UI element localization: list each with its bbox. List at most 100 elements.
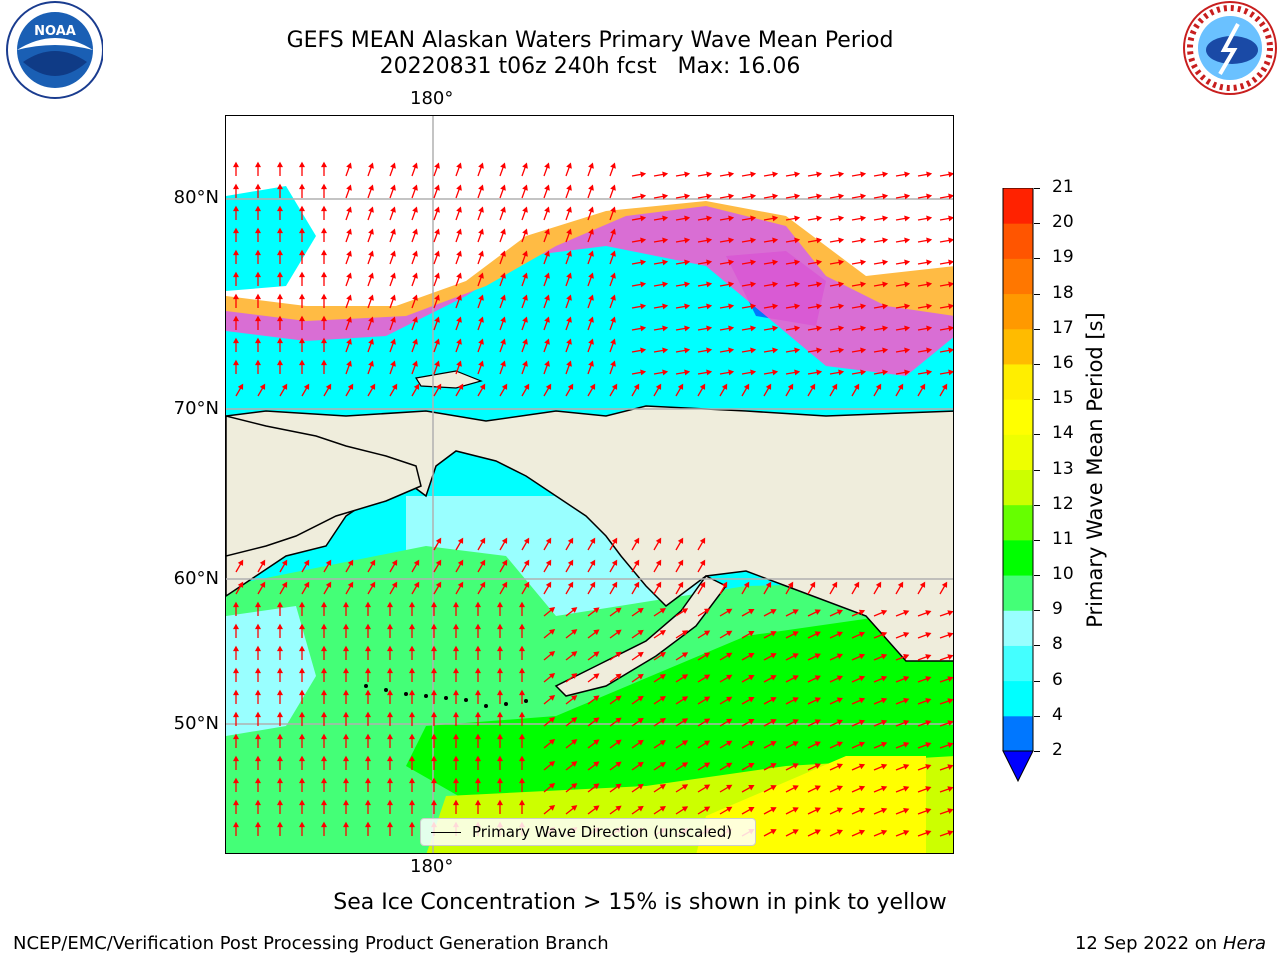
wave-arrow-head [522, 360, 528, 367]
wave-arrow-head [232, 161, 240, 168]
wave-arrow-head [232, 689, 240, 696]
wave-arrow-head [391, 581, 398, 588]
wave-arrow-head [342, 623, 350, 630]
wave-arrow-head [904, 281, 911, 288]
wave-arrow-head [548, 804, 556, 811]
wave-arrow-head [254, 183, 262, 190]
wave-arrow-head [926, 303, 933, 310]
wave-arrow-head [320, 227, 328, 234]
wave-arrow-head [544, 294, 550, 301]
wave-arrow-head [858, 719, 866, 726]
wave-arrow-head [408, 711, 416, 718]
wave-arrow-head [794, 369, 801, 376]
wave-arrow-head [748, 696, 755, 703]
wave-arrow-head [748, 784, 755, 791]
wave-arrow-head [430, 711, 438, 718]
wave-arrow-head [858, 609, 866, 616]
wave-arrow-head [276, 205, 284, 212]
wave-arrow-head [750, 281, 757, 288]
wave-arrow-head [941, 581, 948, 588]
wave-arrow-head [232, 821, 240, 828]
wave-arrow-head [750, 303, 757, 310]
wave-arrow-head [457, 537, 464, 544]
wave-arrow-head [320, 711, 328, 718]
wave-arrow-head [816, 281, 823, 288]
wave-arrow-head [814, 829, 821, 835]
wave-arrow-head [548, 716, 556, 723]
wave-arrow-head [948, 193, 953, 200]
wave-arrow-head [703, 806, 711, 812]
wave-arrow-head [743, 383, 750, 390]
wave-arrow-head [325, 559, 332, 566]
wave-arrow-head [925, 698, 932, 704]
wave-arrow-head [232, 601, 240, 608]
colorbar-tick-label: 17 [1052, 317, 1074, 338]
wave-arrow-head [298, 645, 306, 652]
wave-arrow-head [721, 383, 728, 390]
wave-arrow-head [298, 601, 306, 608]
wave-arrow-head [544, 360, 550, 367]
wave-arrow-head [276, 799, 284, 806]
wave-arrow-head [496, 755, 504, 762]
wave-arrow-head [500, 184, 506, 191]
wave-arrow-head [479, 537, 486, 544]
wave-arrow-head [792, 807, 799, 813]
wave-arrow-head [772, 259, 779, 266]
wave-arrow-head [882, 193, 889, 200]
wave-arrow-head [765, 581, 772, 588]
wave-arrow-head [947, 786, 953, 792]
wave-arrow-head [659, 652, 666, 658]
wave-arrow-head [522, 316, 528, 323]
wave-arrow-head [368, 184, 374, 191]
legend-label: Primary Wave Direction (unscaled) [472, 823, 733, 841]
wave-arrow-head [452, 601, 460, 608]
wave-arrow-head [838, 193, 845, 200]
wave-arrow-head [298, 183, 306, 190]
wave-arrow-head [500, 272, 506, 279]
wave-arrow-head [726, 740, 733, 747]
wave-arrow-head [640, 259, 647, 266]
wave-arrow-head [765, 383, 772, 390]
wave-arrow-head [408, 777, 416, 784]
wave-arrow-head [408, 601, 416, 608]
wave-arrow-head [593, 717, 600, 724]
wave-arrow-head [368, 272, 374, 279]
wave-arrow-head [703, 718, 711, 724]
legend-line-swatch [431, 832, 461, 833]
wave-arrow-head [232, 183, 240, 190]
wave-arrow-head [593, 651, 600, 658]
wave-arrow-head [728, 171, 735, 178]
wave-arrow-head [611, 559, 618, 566]
wave-arrow-head [809, 383, 816, 390]
colorbar-tick-label: 10 [1052, 564, 1074, 585]
colorbar-segment [1003, 645, 1033, 682]
wave-arrow-head [615, 805, 622, 812]
wave-arrow-head [254, 821, 262, 828]
wave-arrow-head [452, 689, 460, 696]
wave-arrow-head [320, 337, 328, 344]
wave-arrow-head [298, 777, 306, 784]
wave-arrow-head [640, 303, 647, 310]
wave-arrow-head [276, 777, 284, 784]
wave-arrow-head [412, 338, 418, 345]
wave-arrow-head [254, 645, 262, 652]
wave-arrow-head [655, 559, 662, 566]
colorbar-tick-label: 12 [1052, 493, 1074, 514]
wave-arrow-head [684, 347, 691, 354]
wave-arrow-head [478, 360, 484, 367]
wave-arrow-head [881, 653, 888, 660]
wave-arrow-head [518, 667, 526, 674]
wave-arrow-head [386, 601, 394, 608]
wave-arrow-head [544, 184, 550, 191]
footer-machine: Hera [1222, 933, 1266, 954]
wave-arrow-head [478, 184, 484, 191]
wave-arrow-head [860, 171, 867, 178]
wave-arrow-head [681, 718, 689, 724]
wave-arrow-head [276, 821, 284, 828]
wave-arrow-head [947, 720, 953, 726]
wave-arrow-head [640, 281, 647, 288]
wave-arrow-head [346, 206, 352, 213]
wave-arrow-head [571, 739, 578, 745]
colorbar-tick-mark [1034, 575, 1040, 577]
colorbar-tick-mark [1034, 328, 1040, 330]
